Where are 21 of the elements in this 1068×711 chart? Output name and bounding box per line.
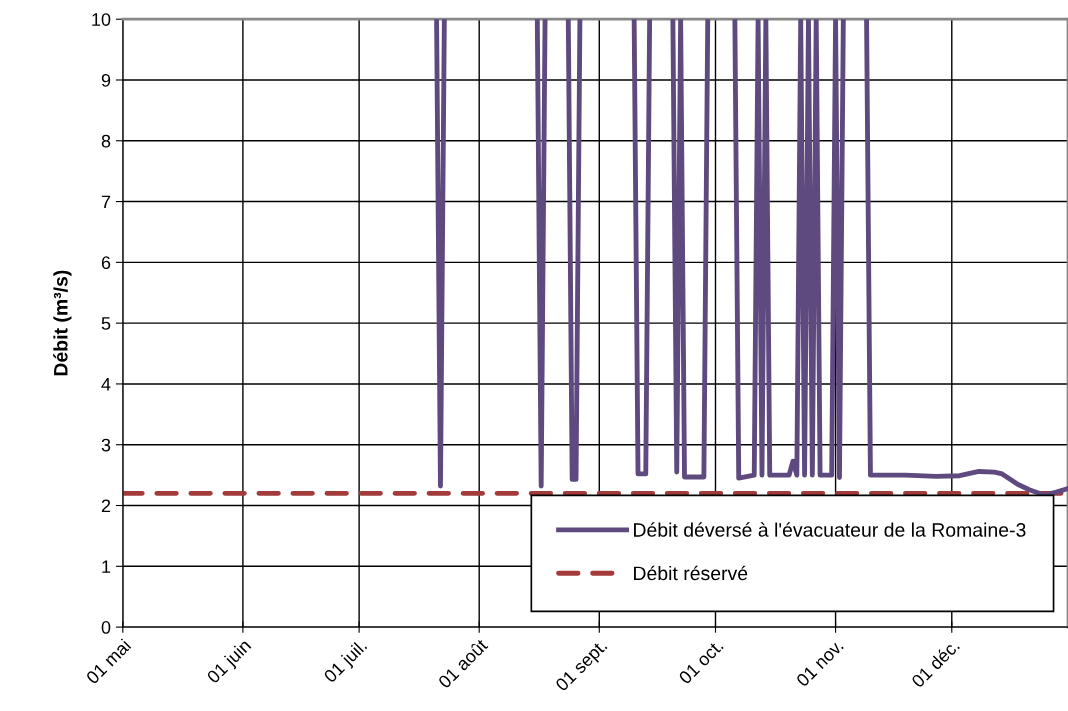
legend-label: Débit déversé à l'évacuateur de la Romaine-3 <box>634 522 1026 537</box>
y-tick-label: 10 <box>92 13 111 26</box>
legend-label: Débit réservé <box>634 565 748 581</box>
x-tick-label: 01 déc. <box>910 638 961 689</box>
y-tick-label: 0 <box>101 621 111 634</box>
y-tick-label: 2 <box>101 499 111 513</box>
x-tick-label: 01 juin <box>205 638 254 687</box>
x-tick-label: 01 mai <box>85 638 132 685</box>
x-tick-label: 01 juil. <box>322 638 370 686</box>
y-tick-label: 5 <box>101 317 111 330</box>
y-tick-label: 7 <box>101 195 111 209</box>
y-tick-label: 9 <box>101 73 111 87</box>
y-tick-label: 3 <box>101 438 111 452</box>
x-tick-label: 01 sept. <box>554 639 611 695</box>
x-tick-label: 01 nov. <box>795 639 844 688</box>
x-tick-label: 01 oct. <box>678 639 724 685</box>
y-tick-label: 8 <box>101 134 111 148</box>
y-tick-label: 1 <box>102 560 111 573</box>
y-axis-title: Débit (m³/s) <box>53 270 72 376</box>
y-tick-label: 4 <box>101 378 111 391</box>
y-tick-label: 6 <box>101 256 111 270</box>
